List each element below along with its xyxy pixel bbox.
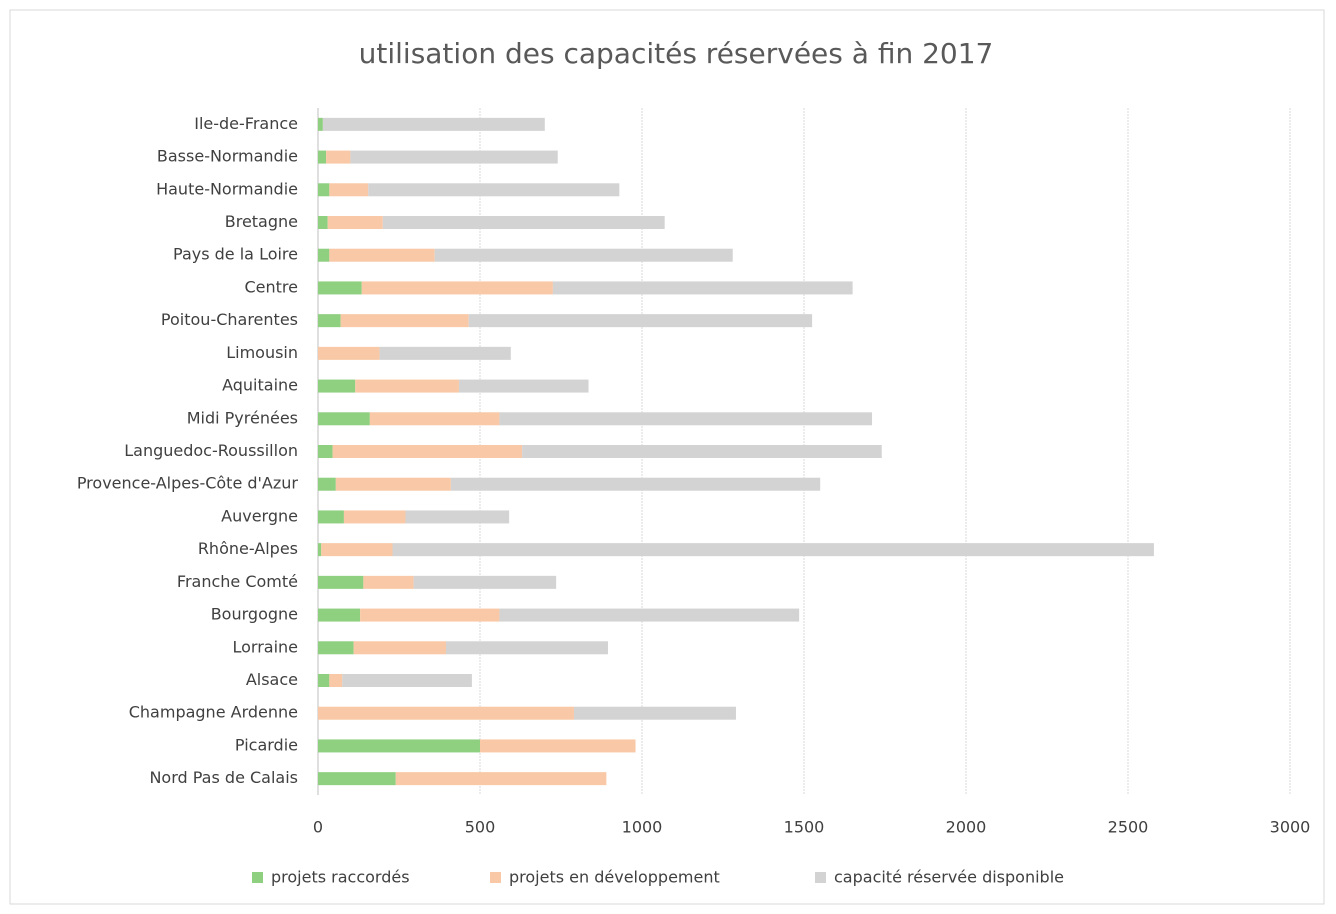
bar-segment	[318, 216, 328, 229]
bar-segment	[318, 772, 396, 786]
y-tick-label: Aquitaine	[222, 376, 298, 395]
y-tick-label: Pays de la Loire	[173, 245, 298, 264]
bar-segment	[318, 248, 330, 262]
y-tick-label: Champagne Ardenne	[129, 703, 298, 722]
bar-segment	[332, 445, 523, 458]
bar-segment	[522, 445, 882, 458]
bar-segment	[382, 216, 665, 229]
bar-segment	[318, 183, 330, 197]
bar-segment	[379, 346, 511, 360]
bar-segment	[342, 674, 472, 687]
bar-segment	[480, 739, 636, 753]
bar-segment	[329, 183, 369, 197]
x-tick-label: 1000	[622, 818, 663, 837]
y-tick-label: Lorraine	[232, 637, 298, 656]
bar-segment	[318, 314, 341, 328]
bar-segment	[318, 379, 356, 393]
bar-segment	[434, 248, 733, 262]
x-tick-label: 2500	[1108, 818, 1149, 837]
bar-segment	[318, 477, 336, 491]
bar-segment	[318, 346, 380, 360]
bar-segment	[318, 281, 362, 295]
bar-segment	[321, 543, 393, 557]
bar-segment	[318, 445, 333, 458]
bar-segment	[318, 608, 361, 622]
x-tick-label: 3000	[1270, 818, 1311, 837]
bar-segment	[335, 477, 451, 491]
bar-segment	[329, 674, 343, 687]
y-tick-label: Haute-Normandie	[156, 179, 298, 198]
y-tick-label: Bretagne	[225, 212, 298, 231]
bar-segment	[318, 117, 323, 131]
bar-segment	[392, 543, 1154, 557]
bar-segment	[395, 772, 607, 786]
bar-segment	[552, 281, 853, 295]
bar-segment	[499, 608, 800, 622]
bar-segment	[329, 248, 435, 262]
x-tick-label: 2000	[946, 818, 987, 837]
y-tick-label: Picardie	[235, 735, 298, 754]
bar-segment	[360, 608, 500, 622]
y-tick-label: Provence-Alpes-Côte d'Azur	[77, 474, 299, 493]
bar-segment	[353, 641, 446, 655]
bar-segment	[318, 641, 354, 655]
bar-segment	[327, 216, 383, 229]
bar-segment	[369, 412, 500, 426]
legend-swatch	[815, 872, 826, 883]
legend-swatch	[252, 872, 263, 883]
y-tick-label: Franche Comté	[177, 572, 298, 591]
y-tick-label: Languedoc-Roussillon	[124, 441, 298, 460]
bar-segment	[499, 412, 873, 426]
bar-segment	[343, 510, 406, 524]
y-tick-label: Limousin	[226, 343, 298, 362]
bar-segment	[355, 379, 459, 393]
bar-segment	[318, 739, 480, 753]
y-tick-label: Poitou-Charentes	[161, 310, 298, 329]
legend-label: projets en développement	[509, 868, 720, 887]
bar-segment	[361, 281, 553, 295]
bar-segment	[318, 706, 574, 720]
y-tick-label: Rhône-Alpes	[198, 539, 298, 558]
bar-segment	[468, 314, 813, 328]
bar-segment	[322, 117, 545, 131]
y-tick-label: Centre	[245, 277, 299, 296]
x-tick-label: 500	[465, 818, 496, 837]
y-tick-label: Basse-Normandie	[157, 147, 298, 166]
y-tick-label: Alsace	[246, 670, 298, 689]
bar-segment	[458, 379, 589, 393]
bar-segment	[318, 674, 330, 687]
bar-segment	[318, 543, 322, 557]
bar-segment	[368, 183, 620, 197]
bar-segment	[413, 575, 557, 589]
y-tick-label: Auvergne	[221, 506, 298, 525]
x-tick-label: 0	[313, 818, 323, 837]
bar-segment	[363, 575, 414, 589]
legend-swatch	[490, 872, 501, 883]
bar-segment	[340, 314, 469, 328]
legend-label: capacité réservée disponible	[834, 868, 1064, 887]
bar-segment	[445, 641, 608, 655]
chart-title: utilisation des capacités réservées à fi…	[359, 37, 994, 70]
y-tick-label: Midi Pyrénées	[187, 408, 298, 427]
bar-segment	[318, 412, 370, 426]
legend-label: projets raccordés	[271, 868, 410, 887]
x-tick-label: 1500	[784, 818, 825, 837]
y-tick-label: Ile-de-France	[194, 114, 298, 133]
bar-segment	[318, 150, 327, 164]
bar-segment	[350, 150, 558, 164]
y-tick-label: Bourgogne	[211, 605, 298, 624]
bar-segment	[573, 706, 736, 720]
bar-segment	[405, 510, 510, 524]
bar-segment	[318, 510, 344, 524]
bar-segment	[450, 477, 821, 491]
bar-segment	[318, 575, 364, 589]
y-tick-label: Nord Pas de Calais	[149, 768, 298, 787]
bar-segment	[326, 150, 351, 164]
